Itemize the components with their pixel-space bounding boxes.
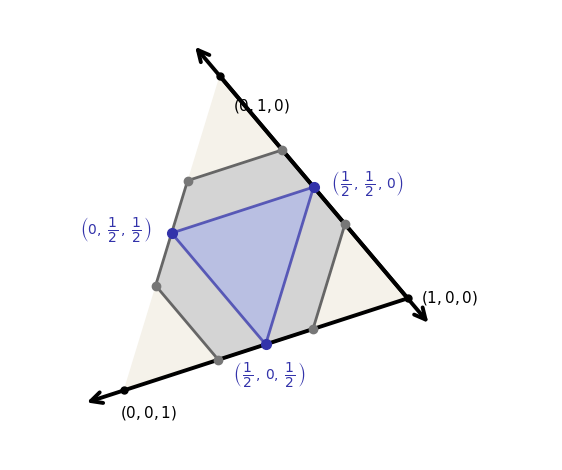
Polygon shape (156, 150, 345, 360)
Text: $(0, 1, 0)$: $(0, 1, 0)$ (233, 97, 291, 115)
Text: $(0, 0, 1)$: $(0, 0, 1)$ (120, 404, 177, 422)
Text: $(1, 0, 0)$: $(1, 0, 0)$ (421, 290, 478, 307)
Polygon shape (124, 76, 407, 391)
Text: $\left(\,\dfrac{1}{2}\,,\,0,\;\dfrac{1}{2}\,\right)$: $\left(\,\dfrac{1}{2}\,,\,0,\;\dfrac{1}{… (233, 360, 306, 389)
Polygon shape (171, 187, 314, 345)
Text: $\left(\,\dfrac{1}{2}\,,\;\dfrac{1}{2}\,,\,0\right)$: $\left(\,\dfrac{1}{2}\,,\;\dfrac{1}{2}\,… (331, 169, 404, 198)
Text: $\left(0,\;\dfrac{1}{2}\,,\;\dfrac{1}{2}\,\right)$: $\left(0,\;\dfrac{1}{2}\,,\;\dfrac{1}{2}… (80, 215, 152, 244)
